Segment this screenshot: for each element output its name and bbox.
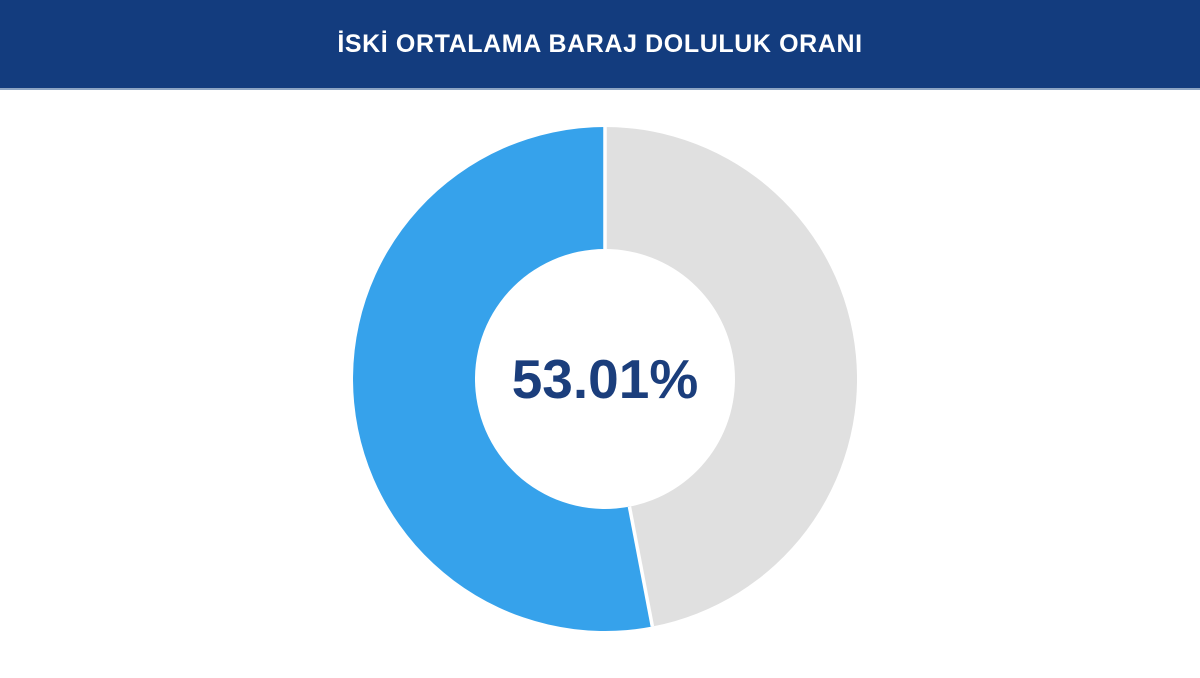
slice-separator xyxy=(627,506,655,627)
donut-svg xyxy=(353,127,857,631)
donut-chart: 53.01% xyxy=(353,127,857,631)
page-title: İSKİ ORTALAMA BARAJ DOLULUK ORANI xyxy=(337,29,863,58)
chart-area: 53.01% xyxy=(0,90,1200,678)
header-bar: İSKİ ORTALAMA BARAJ DOLULUK ORANI xyxy=(0,0,1200,90)
donut-slice-remaining xyxy=(605,127,857,627)
donut-slice-filled xyxy=(353,127,653,631)
